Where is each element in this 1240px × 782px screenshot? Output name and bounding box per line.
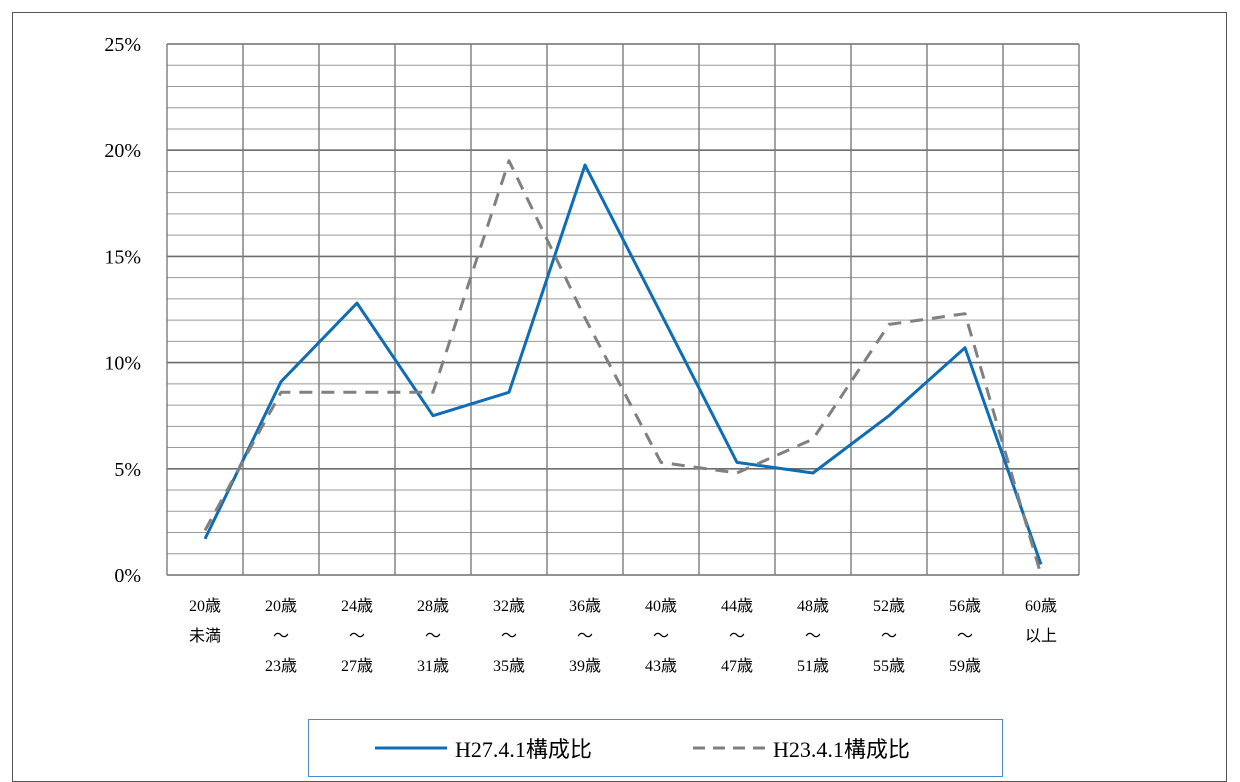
x-tick-label: 52歳 — [873, 597, 905, 615]
legend-label-h23: H23.4.1構成比 — [773, 737, 910, 762]
x-tick-label: 23歳 — [265, 657, 297, 675]
x-tick-label: 56歳 — [949, 597, 981, 615]
x-tick-label: 55歳 — [873, 657, 905, 675]
x-tick-label: 以上 — [1025, 627, 1057, 645]
x-tick-label: 60歳 — [1025, 597, 1057, 615]
x-tick-label: 47歳 — [721, 657, 753, 675]
y-tick-label: 25% — [104, 34, 141, 56]
x-tick-label: 28歳 — [417, 597, 449, 615]
legend-item-h27: H27.4.1構成比 — [375, 720, 592, 776]
y-tick-label: 5% — [114, 459, 141, 481]
x-tick-label: 24歳 — [341, 597, 373, 615]
legend-swatch-solid-line — [375, 746, 447, 750]
x-tick-label: 59歳 — [949, 657, 981, 675]
x-tick-label: ～ — [577, 628, 593, 645]
x-tick-label: ～ — [805, 628, 821, 645]
y-tick-label: 20% — [104, 140, 141, 162]
x-tick-label: 32歳 — [493, 597, 525, 615]
x-tick-label: ～ — [501, 628, 517, 645]
major-gridlines — [166, 43, 1080, 576]
x-tick-label: 31歳 — [417, 657, 449, 675]
x-tick-label: 20歳 — [265, 597, 297, 615]
legend-item-h23: H23.4.1構成比 — [693, 720, 910, 776]
x-tick-label: 43歳 — [645, 657, 677, 675]
x-tick-label: ～ — [349, 628, 365, 645]
x-tick-label: ～ — [881, 628, 897, 645]
x-tick-label: 40歳 — [645, 597, 677, 615]
x-tick-label: 36歳 — [569, 597, 601, 615]
chart-frame: 25% 20% 15% 10% 5% 0% 20歳未満 20歳 ～ 23歳 24歳 ～ 27歳 28歳 ～… — [12, 12, 1227, 782]
x-tick-label: ～ — [425, 628, 441, 645]
x-tick-label: 44歳 — [721, 597, 753, 615]
y-axis-tick-labels: 25% 20% 15% 10% 5% 0% — [104, 34, 141, 587]
series-line-1 — [203, 159, 1043, 576]
x-tick-label: 35歳 — [493, 657, 525, 675]
y-tick-label: 10% — [104, 353, 141, 375]
series-line-0 — [203, 163, 1043, 565]
x-tick-label: 20歳 — [189, 597, 221, 615]
x-tick-label: 39歳 — [569, 657, 601, 675]
x-tick-label: ～ — [653, 628, 669, 645]
y-tick-label: 0% — [114, 565, 141, 587]
x-tick-label: ～ — [273, 628, 289, 645]
legend-swatch-dashed-line — [693, 746, 765, 750]
x-tick-label: 51歳 — [797, 657, 829, 675]
x-tick-label: 27歳 — [341, 657, 373, 675]
legend: H27.4.1構成比 H23.4.1構成比 — [308, 719, 1003, 777]
x-tick-label: ～ — [957, 628, 973, 645]
x-tick-label: ～ — [729, 628, 745, 645]
legend-label-h27: H27.4.1構成比 — [455, 737, 592, 762]
series-lines — [203, 159, 1043, 576]
x-tick-label: 未満 — [189, 627, 221, 645]
y-tick-label: 15% — [104, 246, 141, 268]
x-tick-label: 48歳 — [797, 597, 829, 615]
